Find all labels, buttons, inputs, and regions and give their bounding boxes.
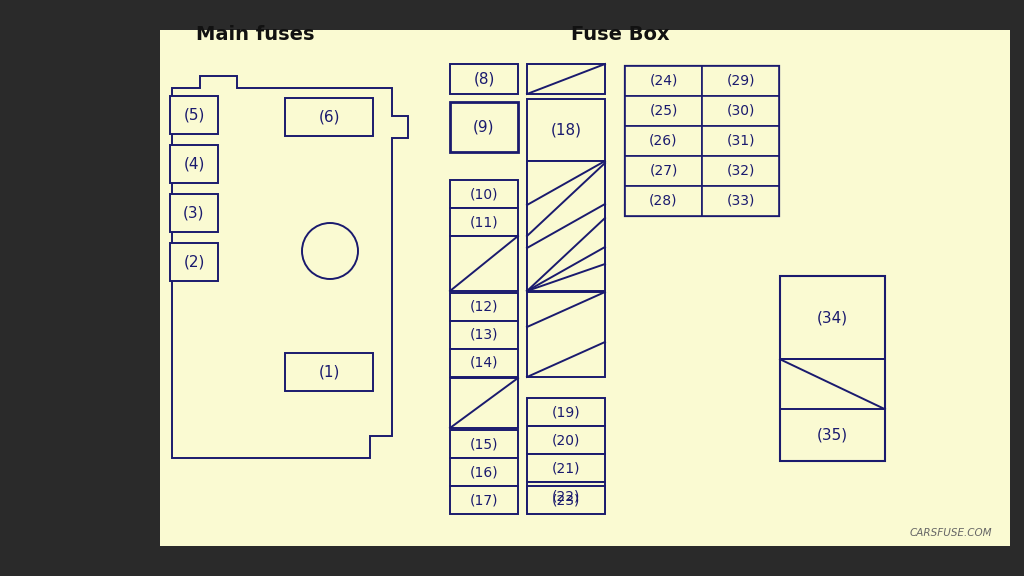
Text: (34): (34): [817, 310, 848, 325]
Text: (6): (6): [318, 109, 340, 124]
Text: (22): (22): [552, 489, 581, 503]
Text: (31): (31): [726, 134, 755, 148]
Bar: [450, 378, 518, 428]
Text: (4): (4): [183, 157, 205, 172]
Text: (16): (16): [470, 465, 499, 479]
Bar: [625, 126, 702, 156]
Text: (18): (18): [551, 123, 582, 138]
Bar: [160, 30, 1010, 546]
Text: (21): (21): [552, 461, 581, 475]
Bar: [527, 454, 605, 482]
Bar: [702, 156, 779, 186]
Bar: [702, 126, 779, 156]
Bar: [170, 145, 218, 183]
Bar: [450, 486, 518, 514]
Bar: [625, 66, 779, 216]
Bar: [170, 194, 218, 232]
Bar: [450, 208, 518, 236]
Bar: [625, 96, 702, 126]
Text: (1): (1): [318, 365, 340, 380]
Text: (24): (24): [649, 74, 678, 88]
Bar: [450, 430, 518, 458]
Bar: [450, 180, 518, 208]
Bar: [702, 66, 779, 96]
Text: (28): (28): [649, 194, 678, 208]
Circle shape: [302, 223, 358, 279]
Text: (29): (29): [726, 74, 755, 88]
Text: (13): (13): [470, 328, 499, 342]
Text: (32): (32): [726, 164, 755, 178]
Text: (33): (33): [726, 194, 755, 208]
Text: (11): (11): [470, 215, 499, 229]
Text: (20): (20): [552, 433, 581, 447]
Text: Main fuses: Main fuses: [196, 25, 314, 44]
Text: (12): (12): [470, 300, 499, 314]
Bar: [527, 426, 605, 454]
Bar: [450, 236, 518, 291]
Bar: [527, 64, 605, 94]
Text: CARSFUSE.COM: CARSFUSE.COM: [909, 528, 992, 538]
Bar: [285, 353, 373, 391]
Bar: [450, 458, 518, 486]
Bar: [625, 186, 702, 216]
Bar: [625, 66, 702, 96]
Text: (17): (17): [470, 493, 499, 507]
Text: (2): (2): [183, 255, 205, 270]
Bar: [450, 293, 518, 321]
Text: (10): (10): [470, 187, 499, 201]
Bar: [527, 398, 605, 426]
Text: (15): (15): [470, 437, 499, 451]
Text: (25): (25): [649, 104, 678, 118]
Bar: [450, 102, 518, 152]
Text: (30): (30): [726, 104, 755, 118]
Bar: [625, 156, 702, 186]
Text: (23): (23): [552, 493, 581, 507]
Polygon shape: [172, 76, 408, 458]
Text: (27): (27): [649, 164, 678, 178]
Text: (3): (3): [183, 206, 205, 221]
Text: (9): (9): [473, 119, 495, 135]
Bar: [702, 96, 779, 126]
Bar: [285, 98, 373, 136]
Text: (19): (19): [552, 405, 581, 419]
Bar: [450, 64, 518, 94]
Bar: [527, 99, 605, 161]
Bar: [450, 321, 518, 349]
Bar: [527, 163, 605, 291]
Bar: [527, 482, 605, 510]
Bar: [527, 486, 605, 514]
Bar: [170, 243, 218, 281]
Bar: [780, 276, 885, 461]
Text: (5): (5): [183, 108, 205, 123]
Bar: [450, 349, 518, 377]
Bar: [527, 292, 605, 377]
Bar: [702, 186, 779, 216]
Bar: [527, 161, 605, 291]
Text: (26): (26): [649, 134, 678, 148]
Bar: [170, 96, 218, 134]
Text: (35): (35): [817, 427, 848, 442]
Text: Fuse Box: Fuse Box: [570, 25, 670, 44]
Text: (14): (14): [470, 356, 499, 370]
Text: (8): (8): [473, 71, 495, 86]
